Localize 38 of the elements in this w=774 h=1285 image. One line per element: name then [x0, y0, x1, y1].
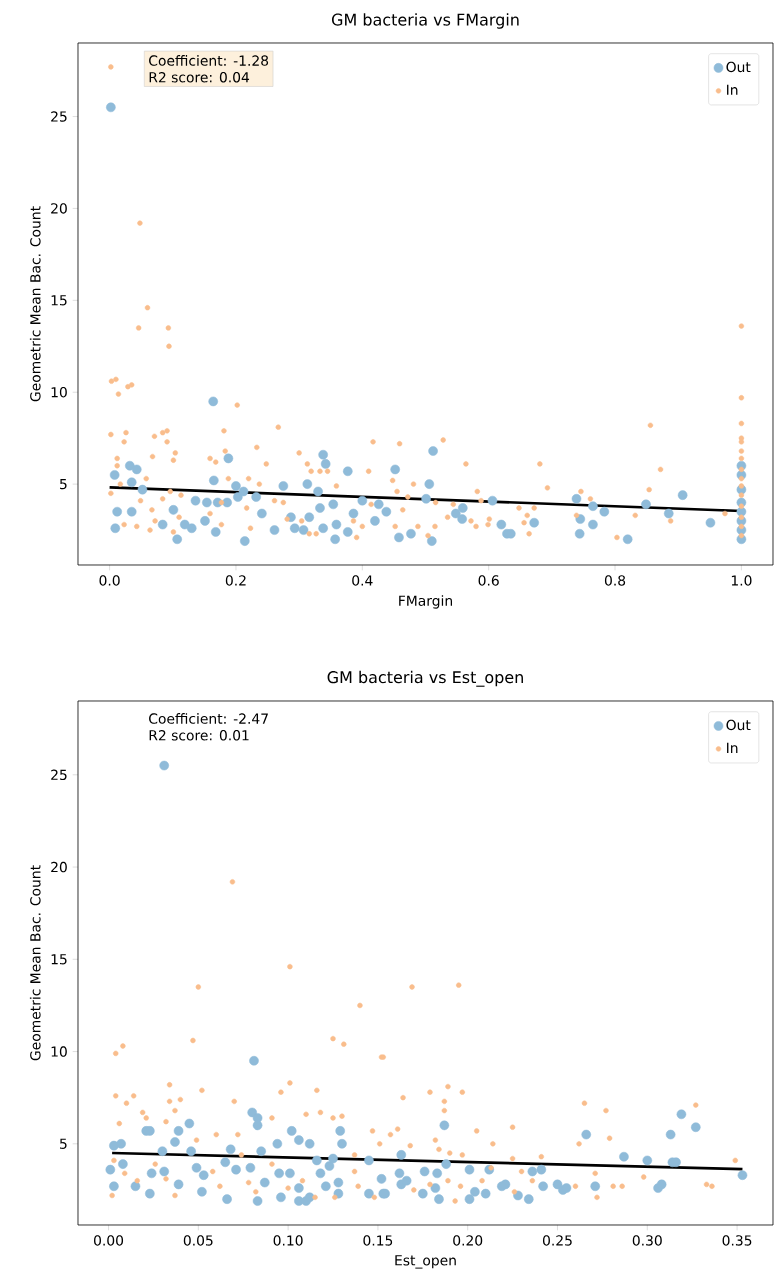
y-tick-label: 20	[51, 203, 67, 214]
y-tick-label: 15	[51, 295, 67, 306]
x-tick-label: 0.30	[632, 1235, 662, 1246]
y-axis-title: Geometric Mean Bac. Count	[29, 865, 41, 1061]
x-tick-label: 0.8	[604, 575, 626, 586]
legend-label: Out	[726, 719, 751, 731]
x-tick-label: 0.6	[478, 575, 499, 586]
x-tick-label: 0.35	[722, 1235, 752, 1246]
y-tick-label: 25	[51, 769, 67, 781]
chart-title: GM bacteria vs FMargin	[331, 13, 519, 29]
y-tick-label: 10	[51, 386, 67, 398]
x-axis-title: Est_open	[395, 1255, 456, 1269]
chart-title: GM bacteria vs Est_open	[327, 670, 523, 687]
legend-label: In	[727, 742, 738, 753]
legend-label: In	[727, 84, 738, 95]
x-tick-label: 0.25	[542, 1235, 572, 1246]
x-tick-label: 0.2	[225, 575, 246, 586]
x-tick-label: 0.05	[183, 1235, 213, 1246]
annotation: R2 score: 0.01	[149, 730, 249, 741]
x-tick-label: 0.10	[273, 1235, 303, 1246]
y-tick-label: 25	[51, 111, 67, 122]
x-axis-title: FMargin	[399, 595, 452, 609]
x-tick-label: 0.00	[94, 1235, 124, 1246]
y-tick-label: 15	[51, 954, 67, 965]
annotation: R2 score: 0.04	[149, 72, 250, 83]
x-tick-label: 1.0	[731, 575, 752, 586]
annotation: Coefficient: -1.28	[149, 55, 269, 66]
y-tick-label: 20	[51, 861, 67, 873]
x-tick-label: 0.4	[352, 575, 373, 586]
legend-label: Out	[726, 61, 751, 73]
x-tick-label: 0.0	[99, 575, 120, 586]
annotation: Coefficient: -2.47	[149, 713, 268, 724]
y-axis-title: Geometric Mean Bac. Count	[29, 206, 41, 402]
y-tick-label: 5	[60, 478, 67, 490]
x-tick-label: 0.15	[363, 1235, 393, 1246]
y-tick-label: 5	[60, 1138, 67, 1149]
x-tick-label: 0.20	[453, 1235, 483, 1246]
y-tick-label: 10	[51, 1046, 67, 1057]
